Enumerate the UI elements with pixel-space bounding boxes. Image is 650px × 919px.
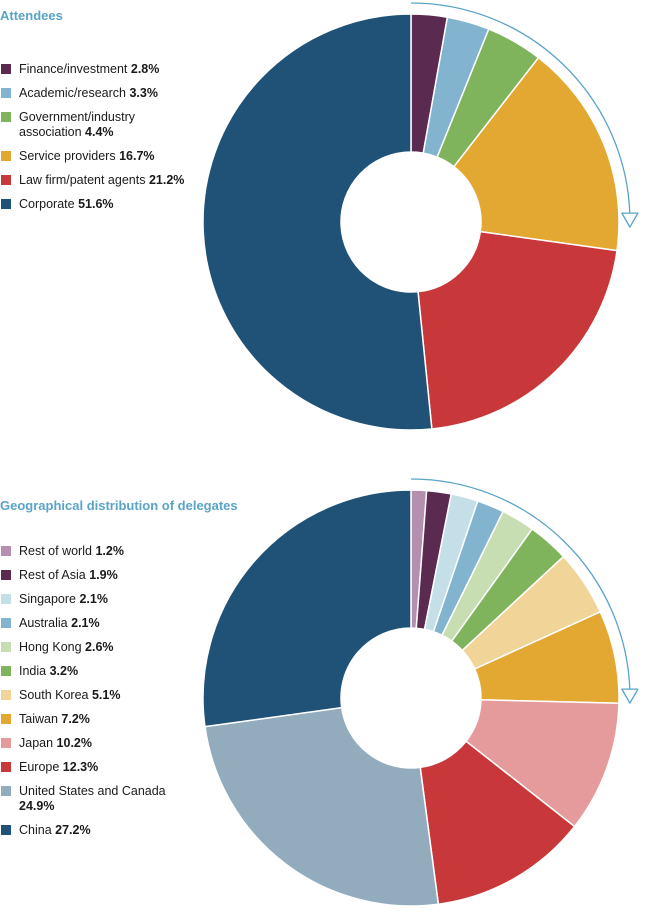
geography-legend-swatch bbox=[1, 666, 11, 676]
geography-legend-item-india: India 3.2% bbox=[0, 664, 200, 679]
geography-legend-value: 3.2% bbox=[49, 664, 79, 678]
attendees-legend-value: 4.4% bbox=[85, 125, 114, 139]
attendees-legend-value: 21.2% bbox=[148, 173, 185, 187]
attendees-legend-swatch bbox=[1, 151, 11, 161]
geography-legend-value: 7.2% bbox=[61, 712, 90, 726]
geography-direction-arrow-icon bbox=[621, 688, 639, 704]
attendees-slice-corporate bbox=[202, 13, 433, 431]
attendees-legend-label: Finance/investment bbox=[19, 62, 128, 76]
geography-legend-label: Europe bbox=[19, 760, 60, 774]
geography-legend-value: 5.1% bbox=[91, 688, 121, 702]
geography-legend-swatch bbox=[1, 714, 11, 724]
geography-title: Geographical distribution of delegates bbox=[0, 498, 238, 513]
attendees-title: Attendees bbox=[0, 8, 63, 23]
attendees-legend-value: 3.3% bbox=[129, 86, 158, 100]
geography-legend-label: South Korea bbox=[19, 688, 89, 702]
attendees-legend-item-finance-investment: Finance/investment 2.8% bbox=[0, 62, 200, 77]
geography-legend-item-rest-of-asia: Rest of Asia 1.9% bbox=[0, 568, 200, 583]
geography-legend-swatch bbox=[1, 570, 11, 580]
geography-legend-label: Hong Kong bbox=[19, 640, 82, 654]
attendees-legend-item-corporate: Corporate 51.6% bbox=[0, 197, 200, 212]
geography-legend-label: India bbox=[19, 664, 47, 678]
geography-legend-swatch bbox=[1, 594, 11, 604]
geography-legend-value: 2.6% bbox=[85, 640, 114, 654]
geography-legend-item-japan: Japan 10.2% bbox=[0, 736, 200, 751]
attendees-legend-item-academic-research: Academic/research 3.3% bbox=[0, 86, 200, 101]
attendees-direction-arc-icon bbox=[410, 2, 631, 216]
geography-slice-united-states-and-canada bbox=[204, 706, 440, 907]
geography-legend-value: 1.2% bbox=[95, 544, 124, 558]
geography-legend-item-china: China 27.2% bbox=[0, 823, 200, 838]
geography-legend-label: Taiwan bbox=[19, 712, 58, 726]
attendees-slice-service-providers bbox=[452, 56, 620, 252]
geography-legend-item-australia: Australia 2.1% bbox=[0, 616, 200, 631]
attendees-legend-label: Service providers bbox=[19, 149, 116, 163]
geography-legend-item-hong-kong: Hong Kong 2.6% bbox=[0, 640, 200, 655]
geography-slice-china bbox=[202, 489, 412, 728]
geography-legend-swatch bbox=[1, 762, 11, 772]
attendees-legend: Finance/investment 2.8% Academic/research… bbox=[0, 62, 200, 221]
geography-direction-arc-icon bbox=[410, 478, 631, 692]
geography-legend: Rest of world 1.2% Rest of Asia 1.9% Singa… bbox=[0, 544, 200, 847]
attendees-direction-arrow-icon bbox=[621, 212, 639, 228]
geography-legend-label: United States and Canada bbox=[19, 784, 166, 798]
geography-legend-swatch bbox=[1, 690, 11, 700]
attendees-slice-law-firm-patent-agents bbox=[417, 230, 618, 430]
attendees-legend-swatch bbox=[1, 112, 11, 122]
geography-legend-value: 2.1% bbox=[71, 616, 100, 630]
attendees-legend-swatch bbox=[1, 88, 11, 98]
geography-legend-label: China bbox=[19, 823, 52, 837]
geography-slice-japan bbox=[464, 698, 620, 828]
geography-legend-swatch bbox=[1, 642, 11, 652]
attendees-legend-label: Government/industry association bbox=[19, 110, 136, 139]
attendees-legend-label: Academic/research bbox=[19, 86, 126, 100]
geography-legend-item-united-states-and-canada: United States and Canada 24.9% bbox=[0, 784, 200, 814]
attendees-donut bbox=[202, 2, 639, 431]
attendees-legend-value: 2.8% bbox=[130, 62, 160, 76]
attendees-legend-label: Law firm/patent agents bbox=[19, 173, 146, 187]
geography-legend-label: Rest of Asia bbox=[19, 568, 86, 582]
attendees-legend-item-service-providers: Service providers 16.7% bbox=[0, 149, 200, 164]
attendees-legend-item-government-industry-association: Government/industry association 4.4% bbox=[0, 110, 200, 140]
geography-legend-value: 27.2% bbox=[55, 823, 91, 837]
geography-legend-swatch bbox=[1, 738, 11, 748]
geography-legend-item-south-korea: South Korea 5.1% bbox=[0, 688, 200, 703]
attendees-legend-swatch bbox=[1, 199, 11, 209]
geography-legend-label: Singapore bbox=[19, 592, 76, 606]
geography-legend-value: 2.1% bbox=[79, 592, 108, 606]
geography-legend-label: Japan bbox=[19, 736, 54, 750]
geography-chart: Geographical distribution of delegates R… bbox=[0, 478, 650, 919]
geography-legend-label: Australia bbox=[19, 616, 68, 630]
geography-legend-item-singapore: Singapore 2.1% bbox=[0, 592, 200, 607]
geography-legend-value: 24.9% bbox=[19, 799, 55, 813]
attendees-legend-value: 16.7% bbox=[119, 149, 155, 163]
attendees-legend-swatch bbox=[1, 175, 11, 185]
geography-legend-item-rest-of-world: Rest of world 1.2% bbox=[0, 544, 200, 559]
geography-legend-value: 1.9% bbox=[89, 568, 118, 582]
geography-legend-swatch bbox=[1, 618, 11, 628]
geography-legend-value: 10.2% bbox=[56, 736, 92, 750]
attendees-legend-label: Corporate bbox=[19, 197, 75, 211]
attendees-legend-swatch bbox=[1, 64, 11, 74]
geography-legend-swatch bbox=[1, 546, 11, 556]
geography-legend-label: Rest of world bbox=[19, 544, 92, 558]
attendees-legend-value: 51.6% bbox=[78, 197, 114, 211]
geography-slice-europe bbox=[419, 740, 576, 906]
attendees-chart: Attendees Finance/investment 2.8% Academi… bbox=[0, 0, 650, 450]
geography-legend-item-taiwan: Taiwan 7.2% bbox=[0, 712, 200, 727]
geography-donut bbox=[202, 478, 639, 907]
geography-legend-swatch bbox=[1, 786, 11, 796]
geography-legend-value: 12.3% bbox=[62, 760, 99, 774]
attendees-legend-item-law-firm-patent-agents: Law firm/patent agents 21.2% bbox=[0, 173, 200, 188]
geography-legend-swatch bbox=[1, 825, 11, 835]
geography-legend-item-europe: Europe 12.3% bbox=[0, 760, 200, 775]
